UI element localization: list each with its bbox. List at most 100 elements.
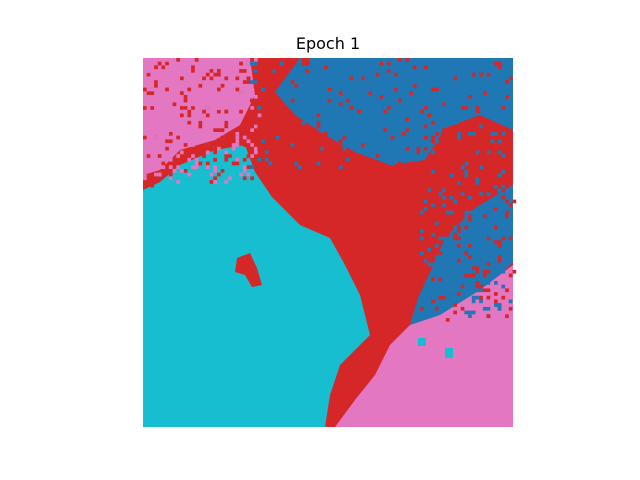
noise-pixel (486, 83, 491, 88)
noise-pixel (242, 80, 247, 84)
noise-pixel (172, 120, 177, 125)
noise-pixel (475, 181, 480, 185)
image (143, 58, 517, 427)
noise-pixel (453, 310, 457, 315)
noise-pixel (168, 139, 173, 144)
noise-pixel (364, 72, 369, 77)
noise-pixel (176, 180, 180, 184)
noise-pixel (180, 106, 184, 110)
noise-pixel (468, 95, 472, 99)
noise-pixel (386, 106, 391, 110)
noise-pixel (268, 65, 273, 70)
noise-pixel (290, 139, 295, 144)
noise-pixel (275, 76, 280, 81)
noise-pixel (324, 132, 328, 136)
noise-pixel (176, 165, 180, 169)
noise-pixel (202, 146, 206, 151)
noise-pixel (482, 232, 487, 237)
noise-pixel (482, 288, 487, 293)
noise-pixel (464, 65, 469, 70)
noise-pixel (442, 214, 446, 219)
noise-pixel (453, 251, 457, 256)
noise-pixel (497, 188, 502, 193)
noise-pixel (482, 306, 487, 311)
noise-pixel (242, 143, 247, 147)
noise-pixel (143, 87, 147, 92)
noise-pixel (176, 58, 180, 62)
noise-pixel (301, 98, 306, 103)
noise-pixel (287, 157, 291, 162)
noise-pixel (427, 132, 432, 136)
noise-pixel (198, 128, 203, 132)
noise-pixel (180, 124, 184, 129)
noise-pixel (379, 117, 384, 121)
noise-pixel (272, 69, 276, 73)
noise-pixel (483, 98, 487, 103)
noise-pixel (453, 76, 458, 81)
noise-pixel (268, 69, 273, 73)
noise-pixel (464, 170, 469, 174)
noise-pixel (349, 76, 354, 81)
noise-pixel (235, 98, 240, 103)
noise-pixel (427, 173, 432, 178)
noise-pixel (482, 214, 487, 219)
noise-pixel (235, 87, 240, 92)
noise-pixel (482, 225, 487, 230)
noise-pixel (494, 132, 498, 136)
noise-pixel (464, 251, 469, 256)
noise-pixel (475, 295, 480, 300)
noise-pixel (490, 221, 494, 226)
noise-pixel (279, 102, 284, 107)
noise-pixel (187, 87, 192, 92)
noise-pixel (457, 225, 461, 230)
noise-pixel (146, 72, 151, 77)
noise-pixel (431, 203, 435, 207)
noise-pixel (394, 87, 398, 92)
noise-pixel (453, 120, 458, 125)
noise-pixel (220, 83, 225, 88)
noise-pixel (183, 69, 188, 73)
noise-pixel (442, 210, 446, 215)
noise-pixel (224, 139, 229, 144)
noise-pixel (420, 236, 424, 241)
noise-pixel (346, 157, 350, 162)
noise-pixel (457, 258, 461, 263)
noise-pixel (191, 72, 195, 77)
noise-pixel (342, 146, 347, 151)
noise-pixel (301, 102, 306, 107)
noise-pixel (445, 184, 450, 189)
noise-pixel (497, 240, 502, 244)
noise-pixel (338, 139, 343, 144)
noise-pixel (468, 247, 472, 252)
noise-pixel (475, 157, 480, 162)
noise-pixel (316, 113, 321, 118)
noise-pixel (427, 157, 432, 162)
noise-pixel (250, 58, 254, 62)
noise-pixel (486, 281, 491, 285)
noise-pixel (431, 135, 435, 140)
noise-pixel (486, 170, 491, 174)
noise-pixel (468, 244, 472, 248)
region-cyan-dot (445, 348, 453, 358)
noise-pixel (449, 65, 454, 70)
noise-pixel (420, 58, 424, 62)
noise-pixel (320, 146, 324, 151)
noise-pixel (438, 284, 443, 289)
noise-pixel (239, 172, 243, 177)
noise-pixel (475, 117, 480, 121)
noise-pixel (457, 135, 461, 140)
noise-pixel (453, 303, 457, 307)
noise-pixel (420, 120, 424, 125)
noise-pixel (168, 169, 173, 173)
noise-pixel (509, 76, 513, 81)
noise-pixel (401, 98, 406, 103)
noise-pixel (479, 284, 483, 289)
noise-pixel (494, 303, 498, 307)
noise-pixel (420, 229, 424, 233)
noise-pixel (501, 69, 506, 73)
noise-pixel (431, 139, 435, 144)
noise-pixel (475, 288, 480, 293)
noise-pixel (471, 299, 476, 304)
noise-pixel (497, 244, 502, 248)
